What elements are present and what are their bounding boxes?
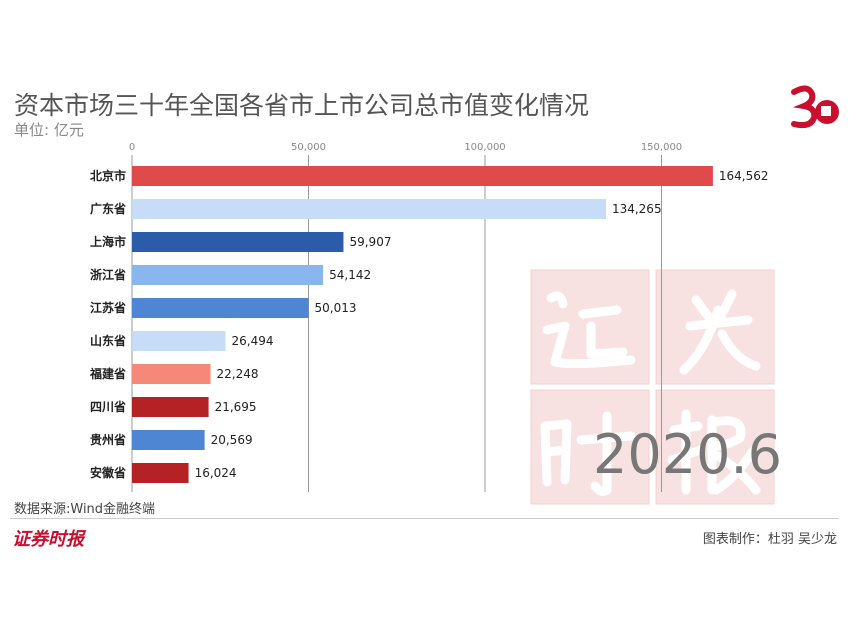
category-label: 广东省	[90, 201, 126, 216]
unit-label: 单位: 亿元	[14, 121, 84, 139]
watermark-square	[530, 389, 650, 505]
period-label: 2020.6	[593, 423, 782, 486]
value-label: 20,569	[211, 433, 253, 447]
bar-row: 山东省 26,494	[90, 331, 274, 351]
value-label: 22,248	[217, 367, 259, 381]
watermark-square	[655, 389, 775, 505]
category-label: 贵州省	[90, 432, 126, 447]
footer-divider	[10, 518, 839, 519]
x-tick-label: 100,000	[464, 142, 505, 153]
bar-row: 福建省 22,248	[89, 364, 259, 384]
value-label: 134,265	[612, 202, 662, 216]
category-label: 安徽省	[90, 465, 126, 480]
bar	[132, 331, 226, 351]
value-label: 26,494	[232, 334, 274, 348]
bar-row: 江苏省 50,013	[90, 298, 357, 318]
bar	[132, 364, 211, 384]
category-label: 上海市	[90, 234, 126, 249]
category-label: 北京市	[90, 168, 126, 183]
category-label: 福建省	[89, 366, 126, 381]
bar	[132, 166, 713, 186]
value-label: 54,142	[329, 268, 371, 282]
x-tick-label: 0	[129, 142, 135, 153]
watermark-square	[655, 269, 775, 385]
watermark-glyph	[679, 289, 761, 375]
watermark-glyph	[667, 409, 761, 495]
brand-logo: 证券时报	[12, 529, 84, 550]
bar	[132, 298, 309, 318]
bar-row: 安徽省 16,024	[90, 463, 237, 483]
chart-title: 资本市场三十年全国各省市上市公司总市值变化情况	[14, 91, 590, 120]
chart-credit: 图表制作：杜羽 吴少龙	[702, 532, 837, 547]
bar	[132, 430, 205, 450]
watermark-glyph	[540, 411, 636, 496]
bar	[132, 232, 344, 252]
anniversary-logo	[791, 85, 839, 129]
bar-row: 北京市 164,562	[90, 166, 769, 186]
watermark-logo	[530, 269, 775, 505]
value-label: 59,907	[349, 235, 391, 249]
bar-row: 贵州省 20,569	[90, 430, 253, 450]
value-label: 21,695	[215, 400, 257, 414]
category-label: 四川省	[90, 399, 126, 414]
bar-row: 四川省 21,695	[90, 397, 257, 417]
bar-row: 浙江省 54,142	[90, 265, 371, 285]
category-label: 山东省	[90, 333, 126, 348]
category-label: 浙江省	[90, 267, 126, 282]
bar	[132, 265, 324, 285]
data-source: 数据来源:Wind金融终端	[14, 502, 156, 517]
bar-row: 广东省 134,265	[90, 199, 662, 219]
category-label: 江苏省	[90, 300, 126, 315]
bar	[132, 463, 189, 483]
x-tick-label: 150,000	[641, 142, 682, 153]
value-label: 164,562	[719, 169, 769, 183]
x-tick-label: 50,000	[291, 142, 326, 153]
bar	[132, 199, 606, 219]
watermark-glyph	[542, 291, 636, 369]
value-label: 50,013	[315, 301, 357, 315]
bar	[132, 397, 209, 417]
value-label: 16,024	[195, 466, 237, 480]
watermark-square	[530, 269, 650, 385]
bar-row: 上海市 59,907	[90, 232, 391, 252]
